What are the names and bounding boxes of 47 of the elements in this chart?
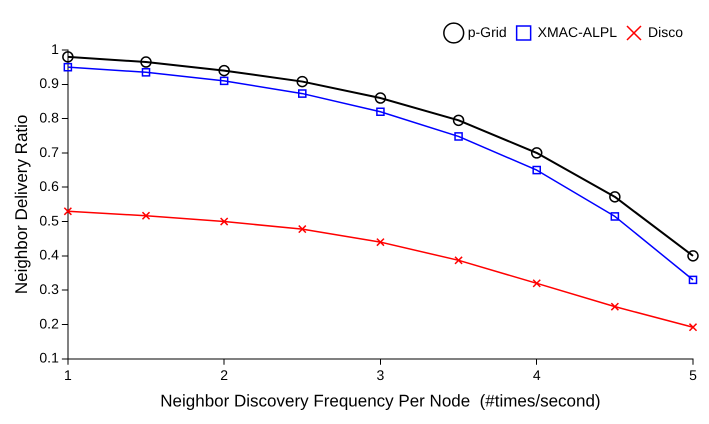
x-tick-label: 2 bbox=[220, 367, 228, 384]
point bbox=[610, 212, 620, 221]
y-tick-label: 0.1 bbox=[39, 350, 60, 366]
point bbox=[298, 224, 307, 234]
point bbox=[376, 238, 385, 246]
point bbox=[140, 56, 152, 68]
y-tick-label: 0.8 bbox=[39, 109, 60, 126]
point bbox=[688, 322, 698, 332]
x-axis-title: Neighbor Discovery Frequency Per Node (#times/second) bbox=[160, 391, 601, 410]
legend-label: XMAC-ALPL bbox=[538, 24, 618, 40]
x-tick-label: 5 bbox=[689, 367, 698, 384]
point bbox=[530, 147, 542, 159]
legend-label: p-Grid bbox=[468, 24, 507, 40]
point bbox=[298, 89, 307, 98]
y-tick-label: 0.5 bbox=[39, 212, 60, 228]
point bbox=[687, 250, 699, 262]
x-tick-label: 3 bbox=[376, 367, 385, 384]
point bbox=[142, 211, 150, 220]
point bbox=[220, 76, 228, 86]
point bbox=[688, 276, 698, 284]
point bbox=[142, 68, 150, 77]
point bbox=[532, 279, 541, 288]
y-tick-label: 0.3 bbox=[39, 281, 60, 298]
point bbox=[532, 166, 541, 174]
point bbox=[296, 76, 308, 88]
point bbox=[218, 64, 230, 76]
y-tick-label: 0.6 bbox=[39, 178, 60, 194]
point bbox=[62, 51, 74, 63]
point bbox=[64, 62, 72, 72]
x-tick-label: 4 bbox=[532, 367, 541, 384]
point bbox=[454, 132, 463, 141]
point bbox=[220, 217, 228, 226]
y-tick-label: 0.2 bbox=[39, 315, 60, 332]
point bbox=[454, 256, 463, 265]
y-axis-title: Neighbor Delivery Ratio bbox=[12, 114, 31, 294]
legend-label: Disco bbox=[648, 24, 684, 40]
point bbox=[452, 114, 464, 126]
point bbox=[609, 191, 621, 203]
point bbox=[64, 206, 72, 216]
y-tick-label: 1 bbox=[51, 40, 60, 57]
x-tick-label: 1 bbox=[64, 367, 72, 384]
y-tick-label: 0.9 bbox=[39, 75, 60, 92]
y-tick-label: 0.7 bbox=[39, 144, 60, 160]
point bbox=[376, 107, 385, 116]
point bbox=[374, 92, 386, 104]
y-tick-label: 0.4 bbox=[39, 246, 60, 263]
point bbox=[610, 302, 620, 311]
